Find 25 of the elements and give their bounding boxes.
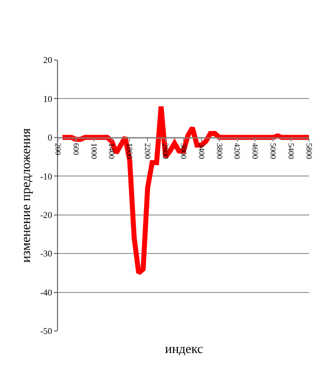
y-tick-label: -30: [40, 248, 53, 259]
y-tick-label: 0: [48, 132, 53, 143]
x-axis-title: индекс: [165, 341, 204, 356]
x-tick-label: 3400: [196, 143, 206, 160]
y-tick-label: 10: [43, 94, 53, 104]
x-tick-label: 600: [71, 143, 80, 156]
y-axis-title: изменение предложения: [18, 128, 34, 263]
y-tick-label: -50: [40, 326, 53, 336]
x-tick-label: 5400: [286, 143, 296, 160]
x-tick-label: 3800: [214, 143, 224, 160]
y-tick-label: -40: [40, 287, 53, 298]
x-tick-label: 5000: [268, 143, 278, 160]
x-tick-label: 1400: [107, 143, 116, 160]
y-tick-label: -20: [40, 210, 53, 220]
x-tick-label: 2200: [143, 143, 152, 160]
y-tick-label: 20: [43, 55, 53, 66]
y-tick-label: -10: [40, 171, 53, 182]
x-tick-label: 3000: [178, 143, 188, 160]
x-tick-label: 2600: [160, 143, 170, 160]
x-tick-label: 200: [53, 143, 62, 156]
x-tick-label: 4600: [250, 143, 260, 160]
x-tick-label: 5800: [304, 143, 314, 160]
x-tick-label: 1000: [89, 143, 98, 160]
x-tick-label: 4200: [232, 143, 242, 160]
x-tick-label: 1800: [125, 143, 134, 160]
